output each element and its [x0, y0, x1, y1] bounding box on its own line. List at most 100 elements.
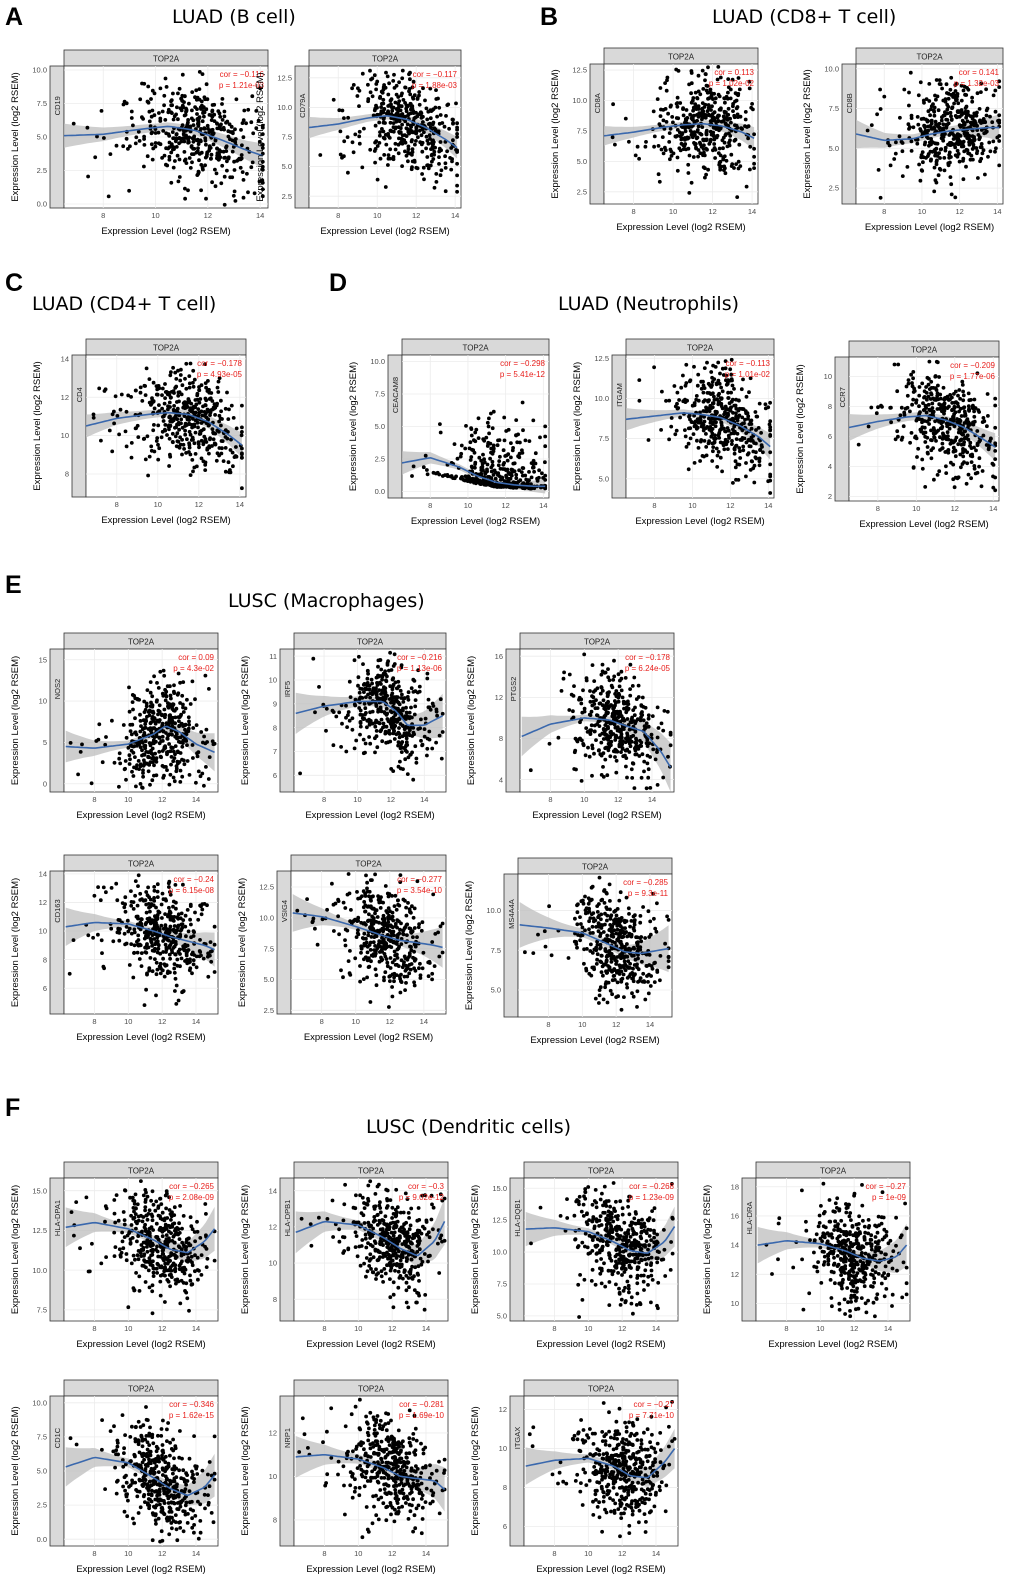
fit-line [295, 700, 444, 727]
data-point [958, 452, 963, 457]
data-point [207, 387, 211, 392]
data-point [185, 759, 190, 763]
data-point [629, 767, 634, 772]
data-point [260, 159, 265, 164]
data-point [614, 733, 618, 738]
data-point [962, 414, 967, 418]
data-point [892, 157, 897, 161]
data-point [613, 725, 618, 730]
data-point [202, 114, 206, 119]
data-point [715, 465, 720, 469]
data-point [976, 133, 981, 137]
data-point [124, 409, 129, 414]
data-point [210, 739, 215, 744]
data-point [543, 444, 548, 449]
correlation-label: cor = 0.113 [714, 68, 754, 77]
data-point [199, 456, 204, 461]
data-point [738, 456, 743, 460]
data-point [198, 105, 203, 110]
data-point [619, 750, 623, 754]
data-point [915, 455, 919, 459]
data-point [416, 727, 421, 731]
data-point [355, 94, 360, 98]
data-point [174, 732, 179, 736]
data-point [934, 78, 939, 82]
data-point [645, 744, 650, 748]
data-point [408, 70, 412, 75]
data-point [721, 146, 725, 151]
data-point [637, 156, 641, 161]
data-point [254, 109, 259, 113]
data-point [678, 415, 682, 420]
data-point [168, 373, 173, 378]
data-point [967, 136, 971, 141]
data-point [140, 748, 144, 753]
data-point [966, 151, 970, 156]
data-point [929, 379, 934, 384]
data-point [581, 743, 586, 748]
data-point [233, 454, 238, 458]
data-point [941, 138, 946, 143]
data-point [617, 736, 622, 740]
data-point [197, 445, 201, 450]
gene-label: CD8B [845, 93, 854, 113]
data-point [628, 687, 632, 691]
data-point [358, 695, 363, 700]
data-point [383, 731, 388, 736]
data-point [523, 438, 528, 443]
y-tick-label: 0.0 [37, 200, 47, 209]
data-point [674, 116, 679, 120]
data-point [904, 384, 909, 389]
data-point [693, 419, 698, 424]
data-point [389, 722, 394, 727]
p-value-label: p = 1.02e-02 [709, 79, 755, 88]
data-point [938, 426, 943, 431]
data-point [657, 179, 662, 184]
data-point [376, 720, 380, 725]
data-point [373, 724, 378, 729]
data-point [106, 194, 111, 199]
data-point [914, 418, 919, 423]
data-point [250, 160, 255, 165]
data-point [385, 674, 389, 679]
data-point [196, 146, 200, 150]
data-point [696, 398, 701, 403]
data-point [239, 433, 244, 438]
data-point [391, 664, 396, 668]
data-point [427, 729, 432, 734]
data-point [163, 427, 167, 432]
data-point [856, 442, 861, 447]
data-point [245, 171, 249, 176]
data-point [689, 91, 693, 96]
data-point [398, 688, 403, 693]
data-point [754, 441, 758, 446]
data-point [950, 106, 954, 111]
data-point [707, 96, 712, 101]
data-point [726, 396, 731, 400]
data-point [961, 159, 965, 163]
data-point [134, 784, 138, 789]
data-point [187, 722, 192, 727]
data-point [150, 746, 155, 751]
data-point [227, 407, 231, 412]
data-point [180, 774, 185, 779]
data-point [153, 751, 158, 756]
data-point [951, 137, 956, 141]
data-point [583, 753, 588, 758]
data-point [655, 735, 660, 740]
data-point [379, 667, 384, 672]
data-point [118, 761, 123, 766]
y-axis-label: Expression Level (log2 RSEM) [10, 656, 21, 785]
data-point [68, 741, 73, 745]
data-point [199, 99, 204, 104]
data-point [698, 111, 703, 116]
data-point [199, 188, 204, 193]
data-point [614, 694, 619, 699]
data-point [342, 116, 346, 120]
data-point [363, 706, 368, 711]
data-point [157, 386, 162, 391]
data-point [738, 449, 742, 454]
data-point [157, 736, 162, 740]
data-point [173, 409, 178, 413]
data-point [696, 104, 701, 109]
